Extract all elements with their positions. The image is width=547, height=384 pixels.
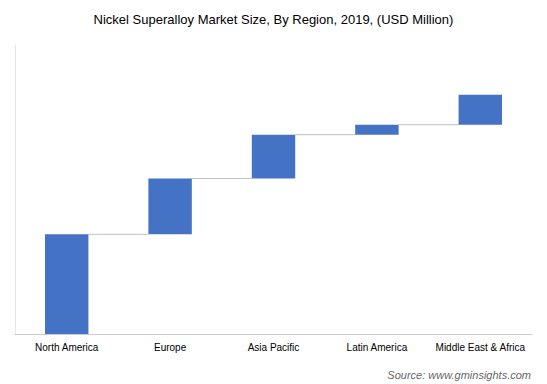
svg-text:North America: North America bbox=[35, 342, 99, 353]
svg-text:Latin America: Latin America bbox=[347, 342, 408, 353]
svg-text:Europe: Europe bbox=[154, 342, 187, 353]
svg-text:Middle East & Africa: Middle East & Africa bbox=[436, 342, 526, 353]
svg-text:Asia Pacific: Asia Pacific bbox=[248, 342, 300, 353]
svg-text:Nickel Superalloy Market Size,: Nickel Superalloy Market Size, By Region… bbox=[94, 12, 454, 27]
svg-text:Source: www.gminsights.com: Source: www.gminsights.com bbox=[387, 369, 531, 381]
